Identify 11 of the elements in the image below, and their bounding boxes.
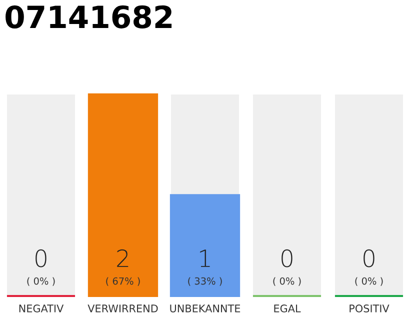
x-tick-label: NEGATIV bbox=[19, 304, 64, 312]
chart-title: 07141682 bbox=[6, 5, 172, 28]
x-tick-label: UNBEKANNTE bbox=[170, 304, 240, 312]
data-label: 2 ( 67% ) bbox=[106, 249, 140, 286]
x-tick-label: EGAL bbox=[274, 304, 301, 312]
data-label: 0 ( 0% ) bbox=[355, 249, 383, 286]
data-label: 0 ( 0% ) bbox=[27, 249, 55, 286]
data-label: 1 ( 33% ) bbox=[188, 250, 222, 286]
data-label: 0 ( 0% ) bbox=[273, 249, 301, 286]
x-tick-label: VERWIRREND bbox=[88, 304, 158, 312]
x-tick-label: POSITIV bbox=[350, 304, 390, 312]
